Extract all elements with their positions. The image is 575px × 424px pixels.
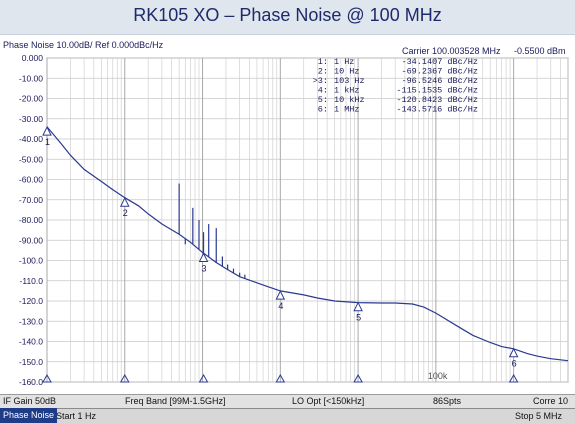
marker-table-value: -143.5716 dBc/Hz: [396, 105, 478, 115]
marker-table-freq: 103 Hz: [334, 76, 365, 86]
marker-table-value: -115.1535 dBc/Hz: [396, 86, 478, 96]
marker-table-value: -120.8423 dBc/Hz: [396, 95, 478, 105]
marker-triangle: [508, 347, 519, 358]
y-tick-label: -70.00: [19, 195, 43, 205]
status-bar-settings: IF Gain 50dB Freq Band [99M-1.5GHz] LO O…: [0, 394, 575, 408]
marker-number: 6: [512, 359, 517, 369]
marker-table-freq: 10 Hz: [334, 67, 360, 77]
grid: [46, 57, 569, 383]
marker-table-freq: 10 kHz: [334, 95, 365, 105]
marker-table-value: -34.1407 dBc/Hz: [401, 57, 478, 67]
marker-axis-indicator: [42, 373, 52, 383]
lo-opt[interactable]: LO Opt [<150kHz]: [292, 396, 365, 406]
status-bar-sweep: Start 1 Hz Stop 5 MHz: [0, 408, 575, 424]
marker-number: 1: [45, 137, 50, 147]
marker-table-label: 1:: [318, 57, 328, 67]
marker-triangle: [353, 301, 363, 312]
y-tick-label: -40.00: [19, 134, 43, 144]
tab-phase-noise[interactable]: Phase Noise: [0, 408, 58, 423]
stop-freq[interactable]: Stop 5 MHz: [515, 411, 563, 421]
marker-table-label: >3:: [313, 76, 328, 86]
y-tick-labels: 0.000 -10.00 -20.00 -30.00 -40.00 -50.00 -60.0…: [19, 53, 43, 387]
marker-triangle: [275, 290, 286, 300]
marker-table-label: 6:: [318, 105, 328, 115]
marker-table-freq: 1 kHz: [334, 86, 360, 96]
marker-axis-indicator: [119, 373, 130, 383]
y-tick-label: -100.0: [19, 256, 43, 266]
y-tick-label: 0.000: [22, 53, 44, 63]
marker-number: 5: [356, 313, 361, 323]
y-tick-label: -10.00: [19, 73, 43, 83]
y-tick-label: -30.00: [19, 114, 43, 124]
carrier-label: Carrier 100.003528 MHz: [402, 46, 501, 56]
marker-triangle: [198, 252, 209, 262]
y-tick-label: -140.0: [19, 337, 43, 347]
y-tick-label: -160.0: [19, 377, 43, 387]
marker-axis-indicator: [198, 373, 209, 383]
y-tick-label: -110.0: [20, 276, 44, 286]
freq-band[interactable]: Freq Band [99M-1.5GHz]: [125, 396, 226, 406]
marker-table-value: -69.2367 dBc/Hz: [401, 67, 478, 77]
marker-table-label: 4:: [318, 86, 328, 96]
y-tick-label: -20.00: [19, 94, 43, 104]
marker-number: 2: [123, 208, 128, 218]
marker-table-freq: 1 MHz: [334, 105, 360, 115]
carrier-power: -0.5500 dBm: [514, 46, 566, 56]
marker-table-label: 5:: [318, 95, 328, 105]
correlation[interactable]: Corre 10: [533, 396, 569, 406]
marker-triangle: [119, 197, 130, 207]
marker-table: 1: 1 Hz -34.1407 dBc/Hz 2: 10 Hz -69.2367 dBc…: [313, 57, 478, 115]
y-tick-label: -50.00: [19, 154, 43, 164]
markers: 1 2 3 4 5 6: [42, 126, 519, 383]
marker-triangle: [42, 126, 52, 136]
y-tick-label: -80.00: [19, 215, 43, 225]
marker-axis-indicator: [275, 373, 286, 383]
y-tick-label: -60.00: [19, 175, 43, 185]
marker-axis-indicator: [508, 373, 519, 383]
sweep-points: 86Spts: [433, 396, 462, 406]
start-freq[interactable]: Start 1 Hz: [56, 411, 97, 421]
x-annotation: 100k: [428, 371, 448, 381]
y-tick-label: -150.0: [19, 357, 43, 367]
marker-table-label: 2:: [318, 67, 328, 77]
if-gain[interactable]: IF Gain 50dB: [3, 396, 57, 406]
marker-table-freq: 1 Hz: [334, 57, 354, 67]
marker-table-value: -96.5246 dBc/Hz: [401, 76, 478, 86]
y-tick-label: -90.00: [19, 235, 43, 245]
page-title: RK105 XO – Phase Noise @ 100 MHz: [133, 5, 442, 25]
y-tick-label: -130.0: [19, 316, 43, 326]
title-bar: RK105 XO – Phase Noise @ 100 MHz: [0, 0, 575, 35]
marker-axis-indicator: [353, 373, 363, 383]
y-tick-label: -120.0: [19, 296, 43, 306]
marker-number: 4: [278, 301, 283, 311]
trace-info: Phase Noise 10.00dB/ Ref 0.000dBc/Hz: [3, 40, 164, 50]
marker-number: 3: [202, 263, 207, 273]
